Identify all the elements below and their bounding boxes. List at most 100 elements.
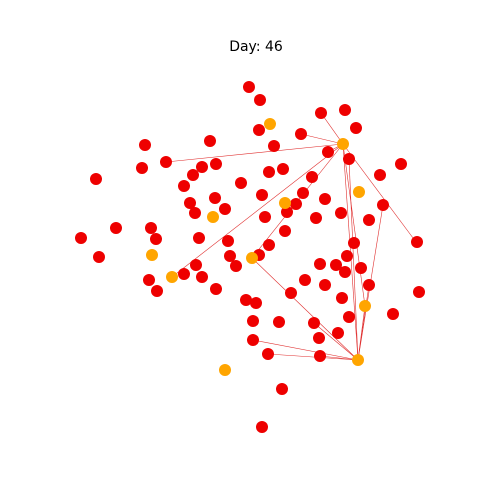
edge	[300, 133, 344, 145]
infected-node	[314, 350, 326, 362]
infected-node	[75, 232, 87, 244]
recovered-node	[352, 354, 364, 366]
infected-node	[151, 285, 163, 297]
infected-node	[259, 211, 271, 223]
infected-node	[343, 311, 355, 323]
infected-node	[322, 146, 334, 158]
infected-node	[413, 286, 425, 298]
infected-node	[196, 161, 208, 173]
edge	[319, 355, 359, 361]
infected-node	[178, 268, 190, 280]
infected-node	[253, 124, 265, 136]
recovered-node	[219, 364, 231, 376]
infected-node	[348, 237, 360, 249]
infected-node	[339, 266, 351, 278]
infected-node	[250, 297, 262, 309]
edge	[313, 322, 359, 361]
edge	[171, 143, 344, 278]
infected-node	[336, 292, 348, 304]
infected-node	[256, 421, 268, 433]
infected-node	[313, 332, 325, 344]
infected-node	[319, 279, 331, 291]
recovered-node	[207, 211, 219, 223]
infected-node	[310, 212, 322, 224]
edge	[357, 305, 366, 361]
infected-node	[263, 166, 275, 178]
infected-node	[363, 214, 375, 226]
recovered-node	[246, 252, 258, 264]
infected-node	[341, 250, 353, 262]
edge	[251, 257, 359, 361]
infected-node	[90, 173, 102, 185]
edge	[165, 143, 344, 163]
infected-node	[363, 279, 375, 291]
infected-node	[256, 189, 268, 201]
edge	[342, 143, 366, 307]
recovered-node	[353, 186, 365, 198]
infected-node	[143, 274, 155, 286]
infected-node	[273, 316, 285, 328]
infected-node	[268, 140, 280, 152]
recovered-node	[146, 249, 158, 261]
infected-node	[377, 199, 389, 211]
infected-node	[224, 250, 236, 262]
infected-node	[139, 139, 151, 151]
edge	[252, 339, 359, 361]
infected-node	[160, 156, 172, 168]
infected-node	[247, 334, 259, 346]
infected-node	[235, 177, 247, 189]
title: Day: 46	[229, 39, 283, 55]
nodes	[75, 81, 425, 433]
recovered-node	[359, 300, 371, 312]
infected-node	[330, 259, 342, 271]
infected-node	[285, 287, 297, 299]
infected-node	[319, 193, 331, 205]
recovered-node	[166, 271, 178, 283]
infected-node	[276, 383, 288, 395]
infected-node	[277, 163, 289, 175]
infected-node	[299, 274, 311, 286]
infected-node	[339, 104, 351, 116]
infected-node	[193, 232, 205, 244]
recovered-node	[279, 197, 291, 209]
infected-node	[243, 81, 255, 93]
infected-node	[254, 94, 266, 106]
infected-node	[187, 169, 199, 181]
infected-node	[297, 187, 309, 199]
infected-node	[314, 258, 326, 270]
recovered-node	[337, 138, 349, 150]
edge	[348, 158, 359, 361]
infected-node	[190, 259, 202, 271]
infected-node	[308, 317, 320, 329]
recovered-node	[264, 118, 276, 130]
infected-node	[145, 222, 157, 234]
infected-node	[93, 251, 105, 263]
infected-node	[279, 225, 291, 237]
edge	[267, 353, 359, 361]
infected-node	[204, 135, 216, 147]
infected-node	[240, 294, 252, 306]
infected-node	[210, 283, 222, 295]
infected-node	[196, 271, 208, 283]
infected-node	[210, 158, 222, 170]
infected-node	[306, 171, 318, 183]
infected-node	[230, 260, 242, 272]
infected-node	[374, 169, 386, 181]
infected-node	[184, 197, 196, 209]
infected-node	[395, 158, 407, 170]
infected-node	[411, 236, 423, 248]
infected-node	[387, 308, 399, 320]
infected-node	[295, 128, 307, 140]
infected-node	[350, 122, 362, 134]
infected-node	[189, 207, 201, 219]
infected-node	[263, 239, 275, 251]
infected-node	[150, 233, 162, 245]
infected-node	[332, 327, 344, 339]
infected-node	[262, 348, 274, 360]
infected-node	[315, 107, 327, 119]
infected-node	[110, 222, 122, 234]
edge	[342, 143, 417, 243]
infected-node	[178, 180, 190, 192]
infected-node	[219, 203, 231, 215]
